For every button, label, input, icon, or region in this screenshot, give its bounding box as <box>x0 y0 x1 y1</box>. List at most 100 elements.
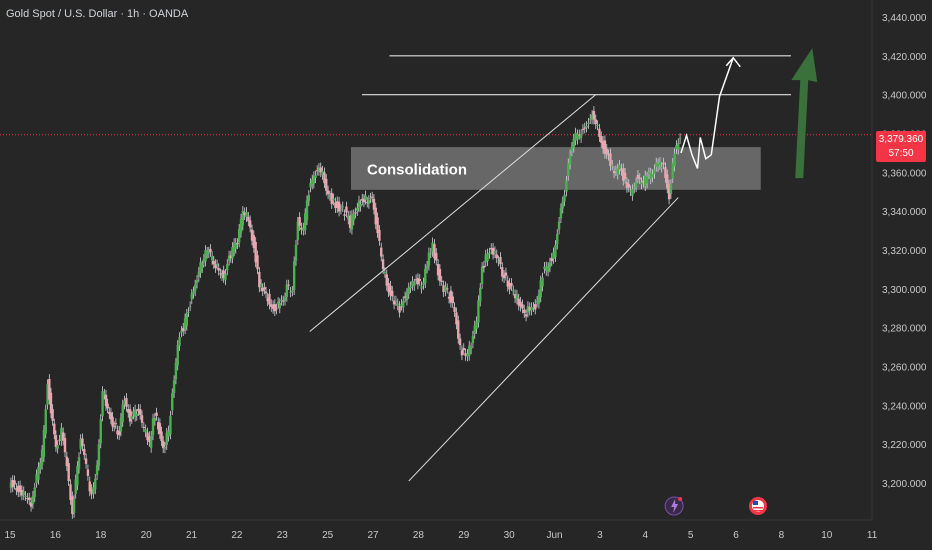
candle-body <box>605 148 608 155</box>
candle-body <box>261 288 264 292</box>
candle-body <box>232 243 236 252</box>
candle-body <box>26 497 29 499</box>
candle-body <box>523 309 526 314</box>
candle-body <box>187 312 190 314</box>
candle-body <box>565 180 568 192</box>
x-tick-label: 16 <box>50 530 62 541</box>
candle-body <box>611 164 614 166</box>
x-tick-label: 29 <box>458 530 470 541</box>
candle-body <box>285 284 289 297</box>
candle-body <box>58 439 61 441</box>
y-tick-label: 3,340.000 <box>882 207 927 218</box>
candle-body <box>493 251 497 254</box>
candle-body <box>607 154 610 156</box>
candle-body <box>675 145 678 150</box>
candle-body <box>376 217 379 234</box>
candle-body <box>528 307 531 311</box>
candle-body <box>121 404 124 423</box>
candle-body <box>31 495 35 505</box>
candle-body <box>185 313 189 326</box>
candle-body <box>574 132 577 141</box>
candle-body <box>109 412 113 420</box>
candle-body <box>237 228 241 243</box>
projection-path[interactable] <box>680 57 734 169</box>
candle-body <box>266 297 269 302</box>
candle-body <box>278 303 281 309</box>
candle-body <box>314 175 317 179</box>
candle-body <box>362 199 366 203</box>
candle-body <box>651 174 654 178</box>
candle-body <box>598 128 601 138</box>
candle-body <box>273 304 277 312</box>
candle-body <box>429 252 432 254</box>
candle-body <box>337 201 341 212</box>
candle-body <box>157 422 160 430</box>
candle-body <box>506 280 509 287</box>
candle-body <box>37 466 40 480</box>
candle-body <box>601 140 605 149</box>
y-tick-label: 3,440.000 <box>882 13 927 24</box>
candle-body <box>464 353 467 356</box>
y-tick-label: 3,300.000 <box>882 285 927 296</box>
candle-body <box>396 303 399 306</box>
candle-body <box>123 400 126 405</box>
candle-body <box>521 304 524 309</box>
y-tick-label: 3,400.000 <box>882 91 927 102</box>
candle-body <box>271 305 275 309</box>
candle-body <box>466 353 469 357</box>
candle-body <box>176 344 179 366</box>
candle-body <box>54 435 58 447</box>
candle-body <box>622 168 625 181</box>
candle-body <box>130 415 134 419</box>
candle-body <box>444 286 447 292</box>
candle-body <box>620 168 623 171</box>
candle-body <box>302 227 305 231</box>
candle-body <box>440 280 443 282</box>
candle-body <box>190 293 193 300</box>
candle-body <box>163 446 167 449</box>
candle-body <box>435 252 438 261</box>
candle-body <box>18 485 22 492</box>
candle-body <box>653 169 656 174</box>
candle-body <box>325 178 328 191</box>
candle-body <box>534 304 537 310</box>
candle-body <box>128 409 132 422</box>
candle-body <box>356 207 359 212</box>
candle-body <box>171 393 174 411</box>
candle-body <box>39 462 42 469</box>
bullish-projection-arrow[interactable] <box>791 48 818 179</box>
candle-body <box>270 304 273 307</box>
candle-body <box>499 257 502 265</box>
candle-body <box>103 393 106 395</box>
candle-body <box>561 201 564 209</box>
candle-body <box>559 208 563 219</box>
y-tick-label: 3,220.000 <box>882 440 927 451</box>
x-tick-label: 5 <box>688 530 694 541</box>
candle-body <box>590 114 594 120</box>
candle-body <box>135 413 138 416</box>
candle-body <box>76 466 79 486</box>
candle-body <box>556 234 559 245</box>
channel-lower-line[interactable] <box>408 197 679 482</box>
candle-body <box>673 153 676 167</box>
candle-body <box>245 212 248 218</box>
candle-body <box>151 418 155 436</box>
x-tick-label: 25 <box>322 530 334 541</box>
symbol-title: Gold Spot / U.S. Dollar · 1h · OANDA <box>6 8 189 20</box>
candle-body <box>81 438 84 447</box>
candle-body <box>629 190 632 192</box>
channel-upper-line[interactable] <box>309 94 597 332</box>
x-tick-label: 8 <box>779 530 785 541</box>
candle-body <box>383 272 387 274</box>
candle-body <box>289 291 292 293</box>
x-tick-label: 23 <box>277 530 289 541</box>
candle-body <box>462 348 465 351</box>
candle-body <box>678 138 682 140</box>
candle-body <box>491 247 495 255</box>
current-price-label: 3,379.360 <box>878 134 924 145</box>
candle-body <box>22 491 25 496</box>
candle-body <box>207 251 211 254</box>
candle-body <box>300 227 303 230</box>
